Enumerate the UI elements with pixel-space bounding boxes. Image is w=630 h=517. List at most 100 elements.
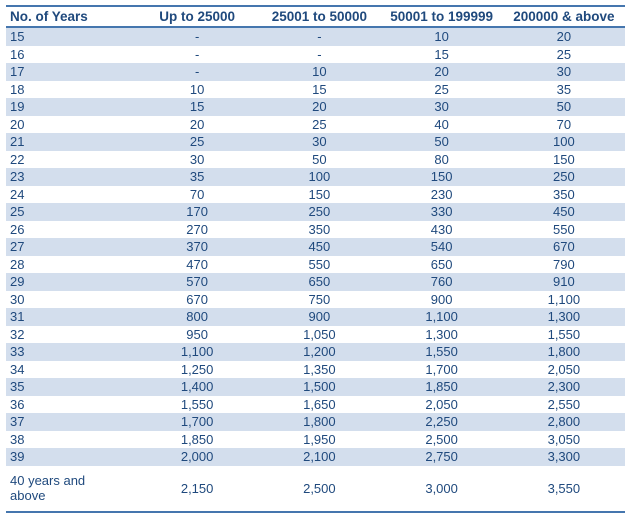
value-cell: 1,700 bbox=[425, 361, 458, 377]
value-cell: 35 bbox=[189, 169, 205, 185]
table-header: No. of Years Up to 25000 25001 to 50000 500… bbox=[6, 6, 625, 28]
value-cell: 1,550 bbox=[180, 396, 214, 412]
value-cell: 15 bbox=[312, 81, 327, 97]
table-row: 39 2,000 2,100 2,750 3,300 bbox=[6, 448, 625, 466]
row-label-cell: 29 bbox=[10, 274, 25, 290]
value-cell: 15 bbox=[189, 99, 205, 115]
value-cell: 230 bbox=[430, 186, 453, 202]
row-label-cell: 17 bbox=[10, 64, 25, 80]
value-cell: 20 bbox=[312, 99, 327, 115]
value-cell: 50 bbox=[556, 99, 572, 115]
row-label-cell: 35 bbox=[10, 379, 25, 395]
value-cell: 1,800 bbox=[547, 344, 581, 360]
row-label-cell: 23 bbox=[10, 169, 25, 185]
column-header: Up to 25000 bbox=[136, 6, 259, 28]
value-cell: 70 bbox=[189, 186, 205, 202]
table-row: 21 25 30 50 100 bbox=[6, 133, 625, 151]
value-cell: 760 bbox=[430, 274, 453, 290]
value-cell: 550 bbox=[553, 221, 575, 237]
value-cell: 2,250 bbox=[425, 414, 458, 430]
value-cell: 1,700 bbox=[180, 414, 214, 430]
value-cell: 150 bbox=[308, 186, 331, 202]
value-cell: 2,750 bbox=[425, 449, 458, 465]
column-header: 50001 to 199999 bbox=[380, 6, 503, 28]
row-label-cell: 27 bbox=[10, 239, 25, 255]
table-row: 18 10 15 25 35 bbox=[6, 81, 625, 99]
value-cell: 15 bbox=[434, 46, 449, 62]
value-cell: 1,100 bbox=[547, 291, 581, 307]
value-cell: 30 bbox=[556, 64, 572, 80]
value-cell: 650 bbox=[430, 256, 453, 272]
value-cell: 1,500 bbox=[303, 379, 336, 395]
column-header: 25001 to 50000 bbox=[258, 6, 381, 28]
value-cell: 3,000 bbox=[425, 480, 458, 496]
value-cell: 2,500 bbox=[425, 431, 458, 447]
value-cell: 30 bbox=[189, 151, 205, 167]
value-cell: 150 bbox=[553, 151, 575, 167]
value-cell: 250 bbox=[308, 204, 331, 220]
value-cell: 2,050 bbox=[547, 361, 581, 377]
row-label-cell: 26 bbox=[10, 221, 25, 237]
value-cell: 950 bbox=[186, 326, 208, 342]
table-row: 17 - 10 20 30 bbox=[6, 63, 625, 81]
value-cell: 2,500 bbox=[303, 480, 336, 496]
value-cell: 430 bbox=[430, 221, 453, 237]
value-cell: 670 bbox=[186, 291, 208, 307]
table-row: 36 1,550 1,650 2,050 2,550 bbox=[6, 396, 625, 414]
value-cell: 30 bbox=[434, 99, 449, 115]
value-cell: 1,100 bbox=[180, 344, 214, 360]
value-cell: 650 bbox=[308, 274, 331, 290]
value-cell: 1,200 bbox=[303, 344, 336, 360]
row-label-cell: 20 bbox=[10, 116, 25, 132]
column-header: 200000 & above bbox=[502, 6, 625, 28]
rates-by-years-table: No. of Years Up to 25000 25001 to 50000 500… bbox=[6, 5, 625, 513]
table-row: 29 570 650 760 910 bbox=[6, 273, 625, 291]
row-label-cell: 15 bbox=[10, 29, 25, 45]
value-cell: 540 bbox=[430, 239, 453, 255]
table-row: 30 670 750 900 1,100 bbox=[6, 291, 625, 309]
value-cell: 1,650 bbox=[303, 396, 336, 412]
value-cell: 1,800 bbox=[303, 414, 336, 430]
value-cell: 20 bbox=[556, 29, 572, 45]
value-cell: 10 bbox=[312, 64, 327, 80]
row-label-cell: 38 bbox=[10, 431, 25, 447]
value-cell: 70 bbox=[556, 116, 572, 132]
value-cell: 1,050 bbox=[303, 326, 336, 342]
value-cell: - bbox=[194, 46, 200, 62]
value-cell: 800 bbox=[186, 309, 208, 325]
table-row: 27 370 450 540 670 bbox=[6, 238, 625, 256]
value-cell: 100 bbox=[308, 169, 331, 185]
value-cell: 270 bbox=[186, 221, 208, 237]
value-cell: 3,300 bbox=[547, 449, 581, 465]
header-row: No. of Years Up to 25000 25001 to 50000 500… bbox=[6, 6, 625, 28]
value-cell: 750 bbox=[308, 291, 331, 307]
row-label-cell: 22 bbox=[10, 151, 25, 167]
value-cell: 3,550 bbox=[547, 480, 581, 496]
value-cell: 1,850 bbox=[180, 431, 214, 447]
value-cell: 10 bbox=[189, 81, 205, 97]
row-label-cell: 19 bbox=[10, 99, 25, 115]
value-cell: 550 bbox=[308, 256, 331, 272]
value-cell: 1,300 bbox=[425, 326, 458, 342]
table-row: 22 30 50 80 150 bbox=[6, 151, 625, 169]
value-cell: 3,050 bbox=[547, 431, 581, 447]
value-cell: 2,150 bbox=[180, 480, 214, 496]
table-row: 40 years and above 2,150 2,500 3,000 3,550 bbox=[6, 466, 625, 512]
value-cell: 1,850 bbox=[425, 379, 458, 395]
table-row: 16 - - 15 25 bbox=[6, 46, 625, 64]
table-row: 15 - - 10 20 bbox=[6, 27, 625, 46]
table-row: 34 1,250 1,350 1,700 2,050 bbox=[6, 361, 625, 379]
value-cell: 2,100 bbox=[303, 449, 336, 465]
value-cell: 790 bbox=[553, 256, 575, 272]
value-cell: 170 bbox=[186, 204, 208, 220]
value-cell: 2,000 bbox=[180, 449, 214, 465]
value-cell: 1,300 bbox=[547, 309, 581, 325]
table-row: 35 1,400 1,500 1,850 2,300 bbox=[6, 378, 625, 396]
value-cell: 350 bbox=[553, 186, 575, 202]
row-label-cell: 34 bbox=[10, 361, 25, 377]
value-cell: 35 bbox=[556, 81, 572, 97]
value-cell: 1,350 bbox=[303, 361, 336, 377]
value-cell: 30 bbox=[312, 134, 327, 150]
row-label-cell: 39 bbox=[10, 449, 25, 465]
